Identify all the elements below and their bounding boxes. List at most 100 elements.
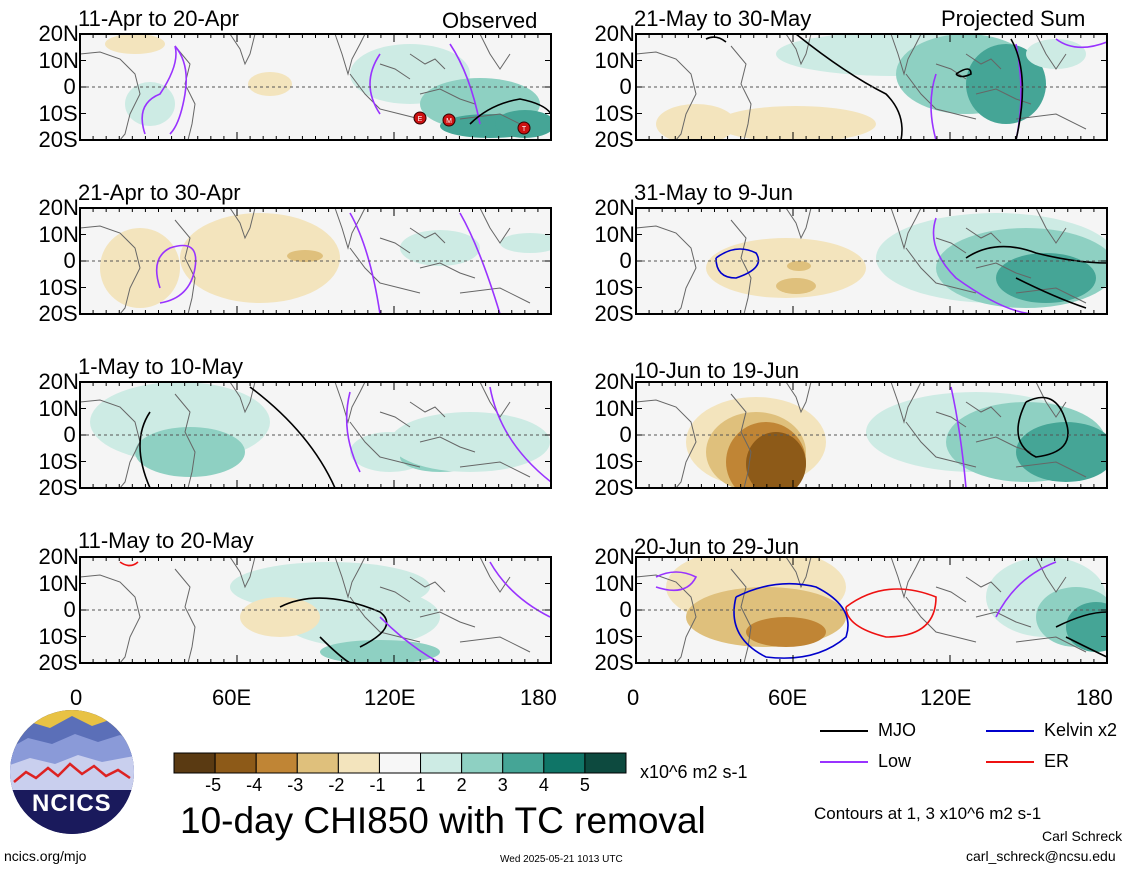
lat-label-10s: 10S — [594, 448, 634, 474]
anomaly-shading — [1026, 39, 1086, 69]
anomaly-shading — [248, 72, 292, 96]
panel-title-6: 10-Jun to 19-Jun — [634, 358, 800, 383]
colorbar-units: x10^6 m2 s-1 — [640, 762, 748, 782]
lat-label-20n: 20N — [38, 544, 79, 569]
map-panel-7 — [79, 556, 552, 664]
contour-kelvin — [733, 582, 849, 659]
coastline — [975, 611, 1087, 653]
contour-low — [141, 45, 188, 135]
lat-label-10s: 10S — [594, 274, 634, 300]
coastline — [379, 53, 446, 80]
anomaly-shading — [105, 34, 165, 54]
lat-label-20n: 20N — [38, 195, 79, 220]
coastline — [785, 557, 812, 589]
lat-label-20s: 20S — [594, 475, 634, 500]
coastline — [80, 225, 141, 314]
tc-marker-M: M — [442, 113, 456, 127]
contour-low — [489, 561, 551, 618]
map-panel-3 — [79, 207, 552, 315]
anomaly-shading — [966, 44, 1046, 124]
lat-label-10n: 10N — [594, 47, 635, 73]
lat-label-20s: 20S — [594, 127, 634, 152]
coastline — [229, 382, 256, 414]
legend-label-low: Low — [878, 751, 912, 771]
legend-label-mjo: MJO — [878, 720, 916, 740]
coastline — [174, 45, 196, 140]
colorbar-swatch-9 — [543, 752, 586, 774]
coastline — [1035, 557, 1067, 593]
svg-text:T: T — [522, 126, 527, 133]
lat-label-0: 0 — [63, 74, 76, 99]
map-panel-4 — [635, 207, 1108, 315]
colorbar-swatch-1 — [214, 752, 257, 774]
lat-label-10n: 10N — [38, 47, 79, 73]
coastline — [636, 51, 697, 140]
lat-label-20n: 20N — [594, 21, 635, 46]
lat-label-20s: 20S — [38, 127, 78, 152]
panel-title-2: 21-May to 30-May — [634, 6, 812, 31]
lat-label-10n: 10N — [38, 221, 79, 247]
lat-label-10n: 10N — [594, 221, 635, 247]
contour-mjo — [1055, 611, 1107, 658]
lon-label-right-180: 180 — [1076, 685, 1113, 710]
anomaly-shading — [776, 278, 816, 294]
coastline — [479, 557, 511, 593]
anomaly-shading — [125, 82, 175, 126]
coastline — [379, 227, 446, 254]
colorbar-tick-label: 5 — [579, 775, 590, 795]
coastline — [229, 208, 256, 240]
panel-title-8: 20-Jun to 29-Jun — [634, 534, 800, 559]
coastline — [334, 382, 366, 424]
anomaly-shading — [400, 230, 480, 266]
colorbar-tick-label: -4 — [246, 775, 263, 795]
coastline — [174, 393, 196, 488]
coastline — [1035, 34, 1067, 70]
anomaly-shading — [746, 432, 806, 488]
colorbar-tick-label: 2 — [456, 775, 467, 795]
coastline — [479, 208, 511, 244]
lat-label-0: 0 — [619, 422, 632, 447]
coastline — [334, 34, 366, 76]
lon-label-right-60e: 60E — [768, 685, 808, 710]
contour-note: Contours at 1, 3 x10^6 m2 s-1 — [814, 804, 1042, 823]
contour-er — [119, 561, 139, 567]
anomaly-shading — [240, 597, 320, 637]
lon-label-left-60e: 60E — [212, 685, 252, 710]
coastline — [935, 576, 1002, 603]
anomaly-shading — [320, 640, 440, 663]
lat-label-10n: 10N — [38, 570, 79, 596]
coastline — [80, 399, 141, 488]
colorbar-swatch-6 — [420, 752, 463, 774]
colorbar-swatch-7 — [461, 752, 504, 774]
colorbar-tick-label: -2 — [328, 775, 345, 795]
colorbar-tick-label: 4 — [538, 775, 549, 795]
coastline — [636, 225, 697, 314]
coastline — [229, 557, 256, 589]
coastline — [730, 568, 752, 663]
lat-label-10s: 10S — [38, 448, 78, 474]
contour-mjo — [139, 386, 336, 488]
map-panel-6 — [635, 381, 1108, 489]
anomaly-shading — [287, 250, 323, 262]
lat-label-10s: 10S — [594, 623, 634, 649]
contour-low — [349, 212, 501, 314]
anomaly-shading — [500, 233, 551, 253]
legend-label-kelvin: Kelvin x2 — [1044, 720, 1118, 740]
anomaly-shading — [135, 427, 245, 477]
coastline — [730, 219, 752, 314]
panel-title-5: 1-May to 10-May — [78, 354, 244, 379]
anomaly-shading — [716, 106, 876, 140]
lat-label-20s: 20S — [38, 475, 78, 500]
contour-low — [345, 386, 551, 483]
coastline — [975, 88, 1087, 130]
coastline — [349, 247, 421, 294]
coastline — [975, 262, 1087, 304]
contour-er — [845, 588, 937, 638]
coastline — [80, 574, 141, 663]
panel-tag-2: Projected Sum — [941, 6, 1086, 31]
website-link[interactable]: ncics.org/mjo — [4, 848, 87, 864]
lat-label-20s: 20S — [38, 301, 78, 326]
colorbar-swatch-3 — [296, 752, 339, 774]
contour-mjo — [469, 98, 551, 125]
lat-label-0: 0 — [619, 597, 632, 622]
